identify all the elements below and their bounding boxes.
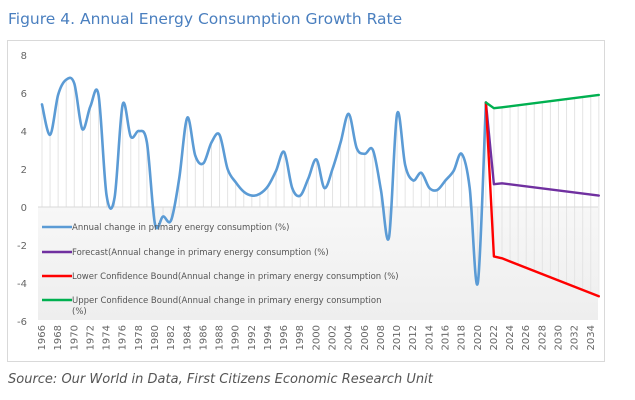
legend-label-continued: (%) [72, 307, 87, 317]
y-tick-label: 0 [21, 203, 27, 214]
y-tick-label: 2 [21, 165, 27, 176]
x-tick-label: 1972 [85, 325, 96, 350]
x-tick-label: 1974 [102, 325, 113, 350]
x-tick-label: 2028 [537, 325, 548, 350]
x-tick-label: 1980 [150, 325, 161, 350]
y-tick-label: 8 [21, 51, 27, 62]
y-tick-label: -2 [17, 241, 27, 252]
x-tick-label: 2004 [344, 325, 355, 350]
legend-label: Annual change in primary energy consumpt… [72, 223, 289, 233]
x-tick-label: 1994 [263, 325, 274, 350]
legend-label: Forecast(Annual change in primary energy… [72, 248, 329, 258]
x-tick-label: 1968 [53, 325, 64, 350]
x-tick-label: 1988 [215, 325, 226, 350]
x-tick-label: 2030 [553, 325, 564, 350]
x-tick-label: 2014 [424, 325, 435, 350]
series-forecast [484, 101, 600, 197]
y-tick-label: 6 [21, 89, 27, 100]
x-tick-label: 2034 [586, 325, 597, 350]
x-tick-label: 2006 [360, 325, 371, 350]
y-tick-label: -4 [17, 279, 27, 290]
series-upper-bound [484, 93, 600, 110]
x-tick-label: 2032 [570, 325, 581, 350]
legend-label: Lower Confidence Bound(Annual change in … [72, 272, 399, 282]
series-lines [40, 76, 600, 298]
x-tick-label: 2000 [311, 325, 322, 350]
x-tick-label: 1976 [118, 325, 129, 350]
x-axis: 1966 1968 1970 1972 1974 1976 1978 1980 1982 1984… [37, 325, 597, 350]
x-tick-label: 2010 [392, 325, 403, 350]
y-axis: 8 6 4 2 0 -2 -4 -6 [17, 51, 27, 328]
plot-band-below-zero [38, 207, 598, 320]
x-tick-label: 2024 [505, 325, 516, 350]
x-tick-label: 2018 [457, 325, 468, 350]
x-tick-label: 1992 [247, 325, 258, 350]
legend-label: Upper Confidence Bound(Annual change in … [72, 296, 381, 306]
y-tick-label: -6 [17, 317, 27, 328]
y-tick-label: 4 [21, 127, 27, 138]
series-lower-bound [484, 101, 600, 298]
source-note: Source: Our World in Data, First Citizen… [8, 372, 433, 387]
x-tick-label: 1970 [69, 325, 80, 350]
x-tick-label: 2016 [441, 325, 452, 350]
x-tick-label: 1996 [279, 325, 290, 350]
x-tick-label: 1978 [134, 325, 145, 350]
x-tick-label: 2008 [376, 325, 387, 350]
series-annual-change [40, 76, 488, 286]
x-tick-label: 2026 [521, 325, 532, 350]
x-tick-label: 1984 [182, 325, 193, 350]
x-tick-label: 2020 [473, 325, 484, 350]
legend: Annual change in primary energy consumpt… [42, 223, 399, 317]
x-tick-label: 2022 [489, 325, 500, 350]
x-tick-label: 2012 [408, 325, 419, 350]
line-chart: 8 6 4 2 0 -2 -4 -6 1966 1968 1970 1972 1974 1976 1978… [17, 51, 600, 350]
x-tick-label: 1986 [198, 325, 209, 350]
x-tick-label: 1982 [166, 325, 177, 350]
figure-title: Figure 4. Annual Energy Consumption Grow… [8, 10, 403, 28]
x-tick-label: 1990 [231, 325, 242, 350]
x-tick-label: 1966 [37, 325, 48, 350]
x-tick-label: 1998 [295, 325, 306, 350]
x-tick-label: 2002 [328, 325, 339, 350]
